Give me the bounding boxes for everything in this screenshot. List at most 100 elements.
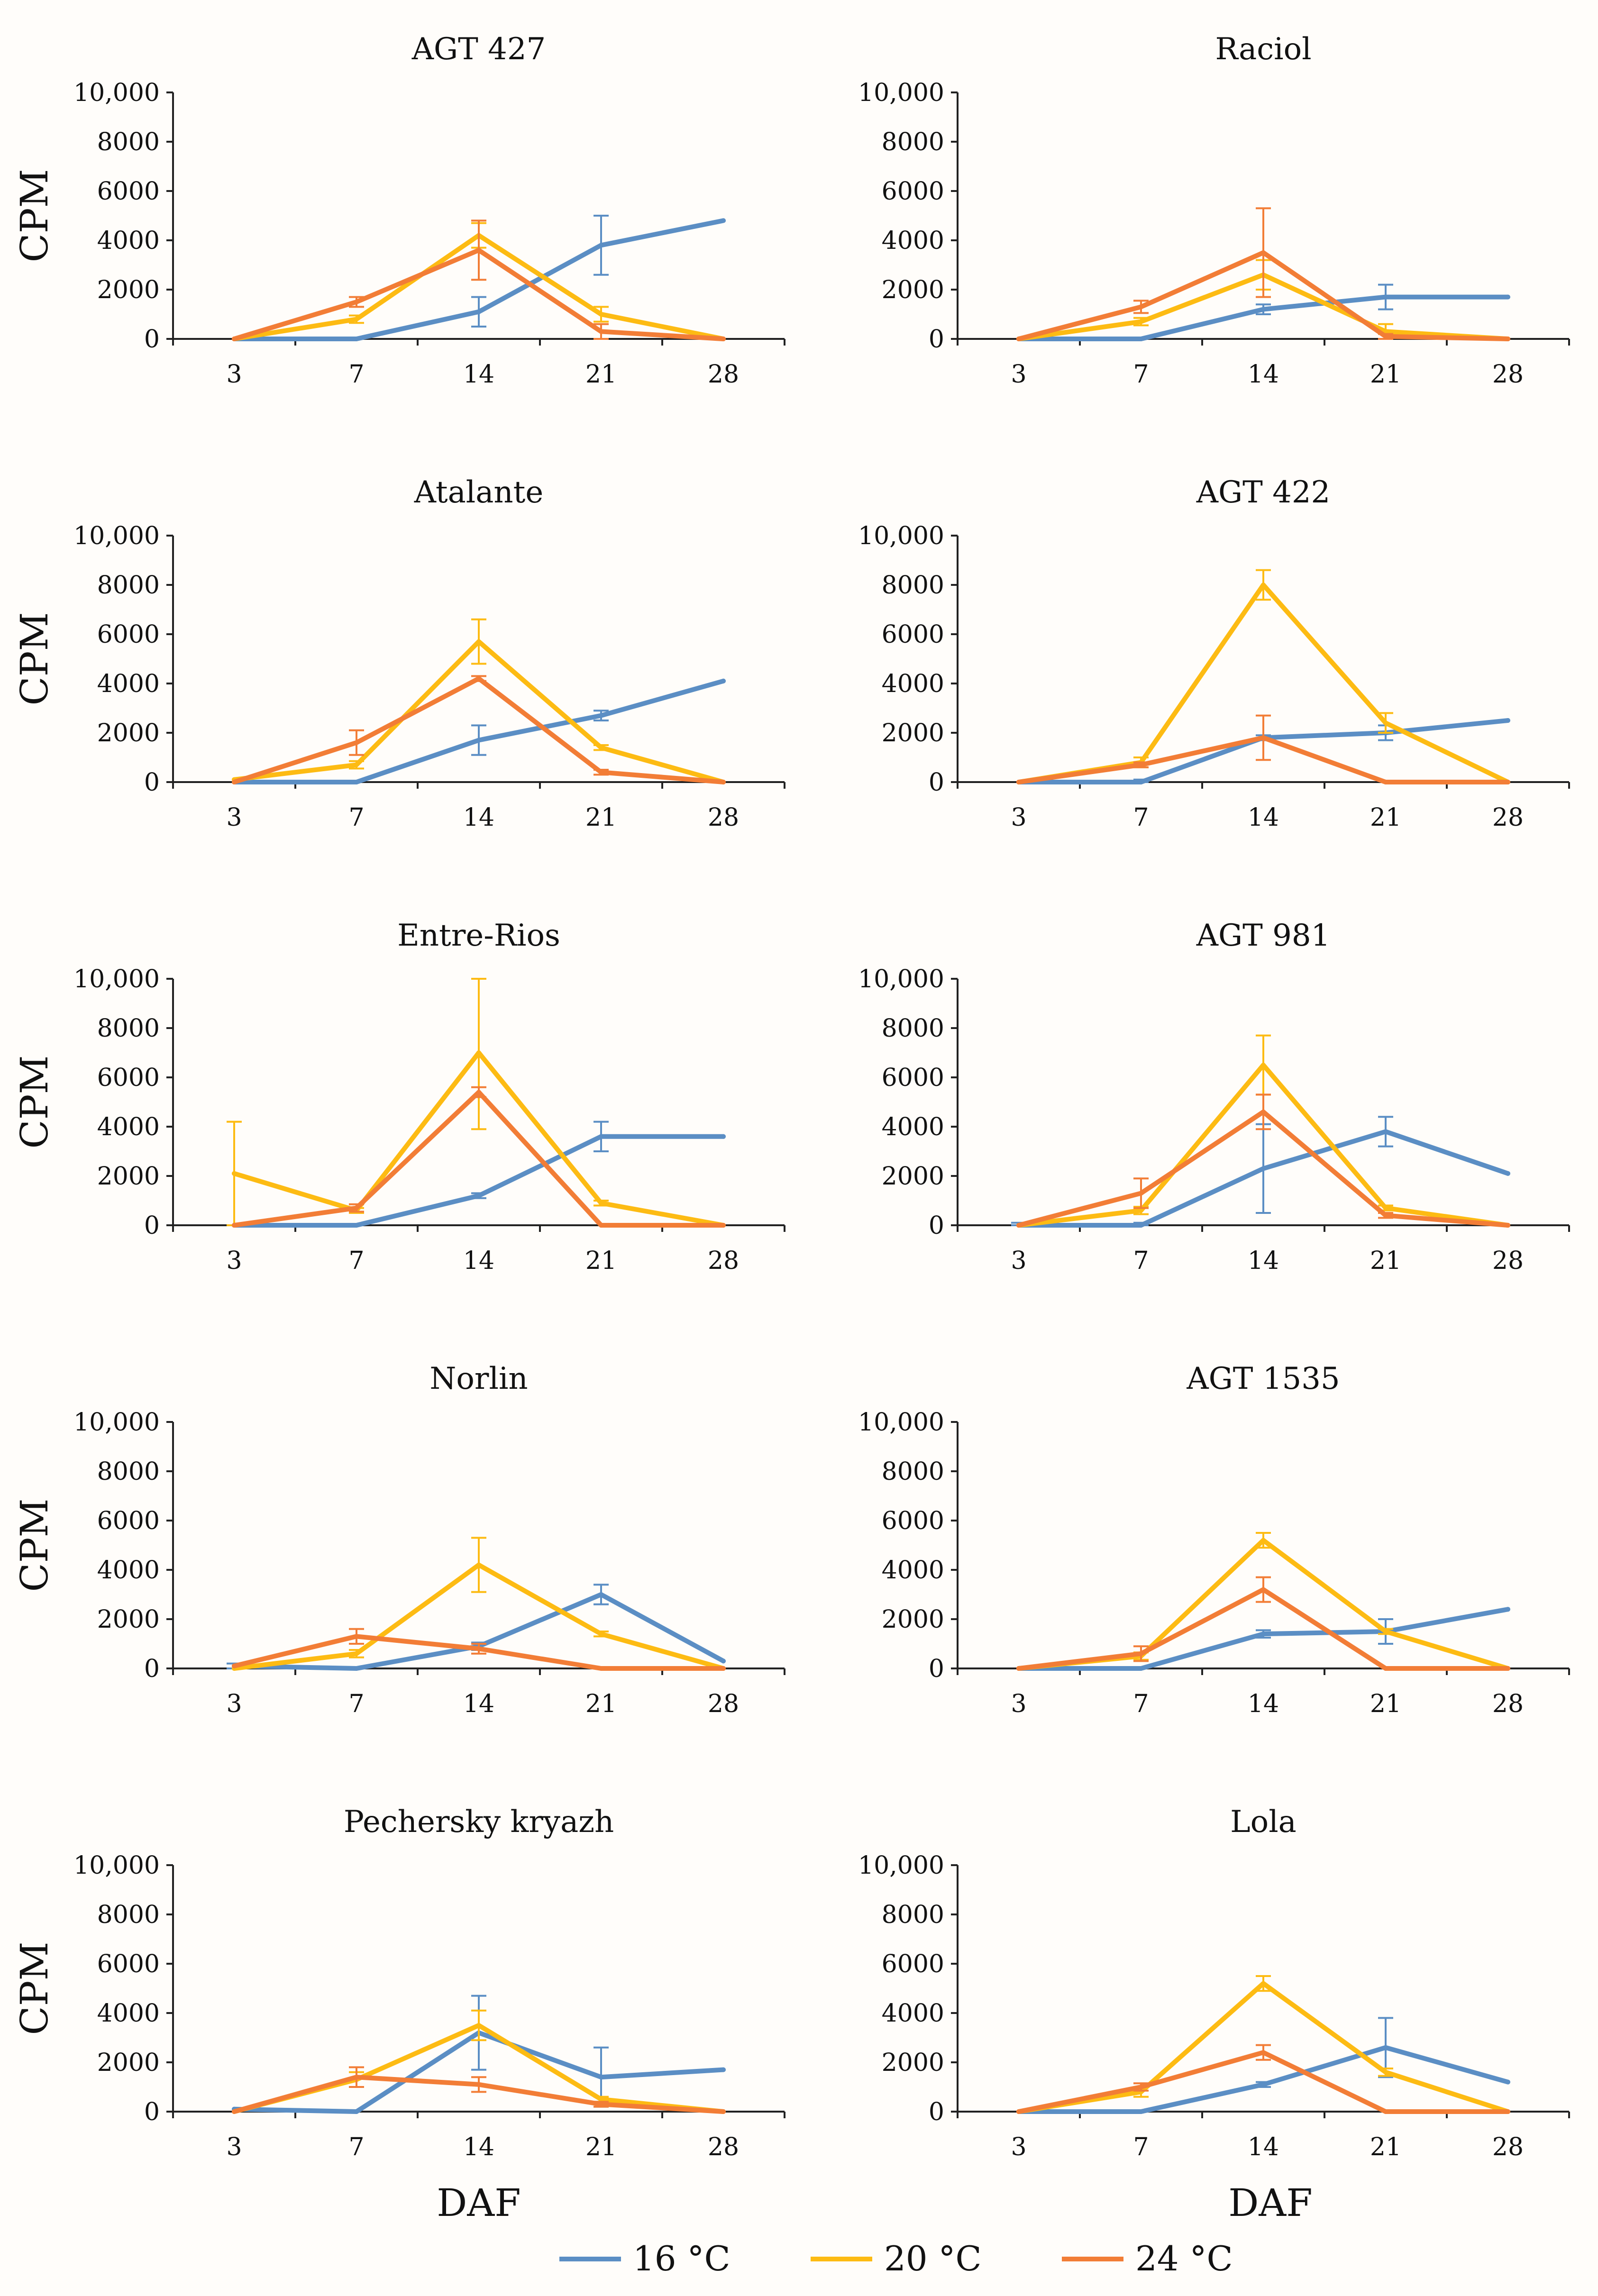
data-point	[1139, 2109, 1143, 2114]
data-point	[1139, 1223, 1143, 1228]
y-tick-label: 6000	[882, 1064, 944, 1092]
data-point	[1383, 1213, 1388, 1218]
data-point	[1383, 334, 1388, 339]
y-tick-label: 4000	[882, 670, 944, 698]
x-axis-label-left: DAF	[437, 2181, 520, 2225]
data-point	[476, 1562, 481, 1567]
data-point	[1139, 1651, 1143, 1656]
data-point	[1261, 307, 1266, 312]
data-point	[721, 1134, 726, 1139]
y-tick-label: 4000	[97, 670, 160, 698]
data-point	[1016, 1666, 1021, 1671]
data-point	[354, 337, 359, 341]
y-tick-label: 0	[929, 1655, 944, 1683]
y-tick-label: 6000	[882, 1950, 944, 1978]
series-16	[1016, 2017, 1510, 2114]
x-tick-label: 7	[1133, 1247, 1149, 1275]
chart-panel: Lola 0 2000 4000 6000 8000 10,000 3 7 14 21 28	[858, 1804, 1570, 2161]
data-point	[599, 770, 603, 775]
data-point	[721, 1658, 726, 1664]
data-point	[1383, 2109, 1388, 2114]
data-point	[1383, 1129, 1388, 1134]
legend-label: 20 °C	[884, 2239, 982, 2278]
data-point	[721, 1223, 726, 1228]
data-point	[1016, 2109, 1021, 2114]
legend: 16 °C 20 °C 24 °C	[559, 2239, 1233, 2278]
y-tick-label: 10,000	[858, 1851, 944, 1880]
series-24	[232, 1628, 726, 1671]
series-24	[1016, 714, 1510, 784]
data-point	[354, 1666, 359, 1671]
data-point	[476, 639, 481, 644]
data-point	[1383, 1666, 1388, 1671]
y-tick-label: 4000	[97, 1113, 160, 1141]
x-tick-label: 7	[348, 803, 364, 832]
data-point	[1383, 780, 1388, 784]
data-point	[1139, 1208, 1143, 1213]
x-tick-label: 21	[585, 803, 617, 832]
data-point	[1506, 780, 1510, 784]
y-tick-label: 2000	[97, 1162, 160, 1191]
x-tick-label: 7	[348, 1247, 364, 1275]
data-point	[476, 247, 481, 253]
y-tick-label: 2000	[97, 2049, 160, 2077]
data-point	[599, 1201, 603, 1206]
y-tick-label: 4000	[882, 227, 944, 255]
chart-title: Norlin	[429, 1361, 528, 1396]
y-tick-label: 0	[929, 1212, 944, 1240]
series-16	[232, 678, 726, 784]
x-tick-label: 3	[226, 1247, 242, 1275]
x-tick-label: 21	[1370, 1690, 1401, 1718]
y-tick-label: 4000	[882, 1556, 944, 1585]
data-point	[354, 1223, 359, 1228]
x-tick-label: 7	[348, 1690, 364, 1718]
x-tick-label: 7	[1133, 803, 1149, 832]
chart-title: Entre-Rios	[397, 918, 560, 953]
data-point	[599, 2075, 603, 2080]
y-tick-label: 2000	[882, 719, 944, 747]
x-tick-label: 28	[708, 2133, 739, 2161]
y-tick-label: 10,000	[858, 522, 944, 550]
x-tick-label: 7	[348, 360, 364, 389]
data-point	[476, 1193, 481, 1198]
data-point	[721, 2067, 726, 2072]
chart-title: AGT 981	[1196, 918, 1331, 953]
data-point	[721, 2109, 726, 2114]
x-tick-label: 3	[1011, 2133, 1026, 2161]
legend-label: 24 °C	[1135, 2239, 1233, 2278]
data-point	[599, 243, 603, 248]
data-point	[599, 1666, 603, 1671]
data-point	[1261, 735, 1266, 740]
y-tick-label: 8000	[97, 571, 160, 600]
y-tick-label: 8000	[882, 1458, 944, 1486]
x-tick-label: 28	[708, 1690, 739, 1718]
data-point	[354, 1205, 359, 1211]
y-tick-label: 4000	[97, 1999, 160, 2028]
x-tick-label: 28	[1492, 1690, 1524, 1718]
y-tick-label: 6000	[97, 1507, 160, 1535]
chart-panel: Raciol 0 2000 4000 6000 8000 10,000 3 7 14 21 28	[858, 32, 1570, 389]
x-tick-label: 3	[1011, 803, 1026, 832]
data-point	[232, 1223, 237, 1228]
chart-title: Pechersky kryazh	[344, 1804, 614, 1840]
y-tick-label: 10,000	[73, 79, 160, 107]
x-tick-label: 28	[708, 803, 739, 832]
data-point	[1261, 1063, 1266, 1067]
data-point	[1506, 337, 1510, 341]
data-point	[599, 1223, 603, 1228]
x-tick-label: 28	[1492, 360, 1524, 389]
data-point	[354, 2075, 359, 2080]
y-tick-label: 2000	[882, 1162, 944, 1191]
data-point	[476, 2023, 481, 2028]
data-point	[1383, 1629, 1388, 1634]
legend-item-24: 24 °C	[1062, 2239, 1233, 2278]
data-point	[599, 1631, 603, 1637]
x-tick-label: 21	[585, 1247, 617, 1275]
x-tick-label: 3	[1011, 1247, 1026, 1275]
data-point	[1506, 294, 1510, 300]
y-tick-label: 0	[929, 768, 944, 797]
series-24	[232, 2066, 726, 2114]
data-point	[1139, 780, 1143, 784]
y-axis-label: CPM	[12, 1942, 56, 2035]
x-tick-label: 21	[585, 1690, 617, 1718]
